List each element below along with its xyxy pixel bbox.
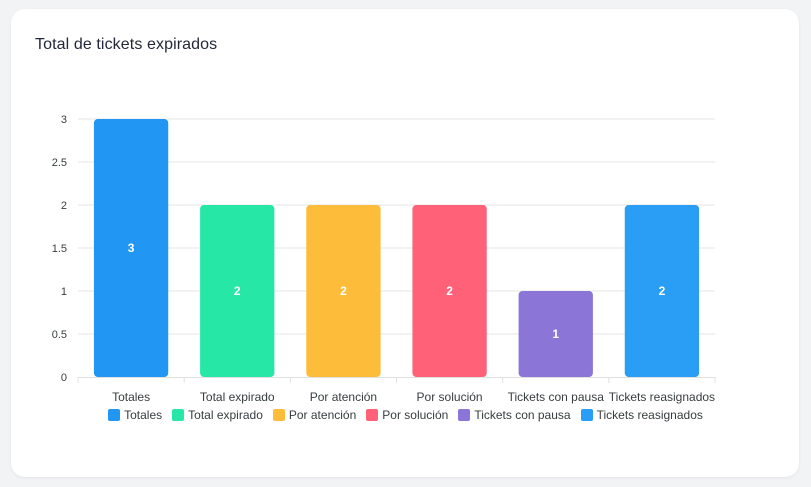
y-tick-label: 2.5 [52, 157, 67, 169]
y-tick-label: 3 [61, 114, 67, 126]
legend-label: Tickets con pausa [474, 408, 571, 422]
bar [200, 205, 275, 377]
legend-label: Por atención [288, 408, 357, 422]
data-label: 3 [128, 241, 135, 255]
chart-title: Total de tickets expirados [35, 36, 218, 53]
legend-item[interactable]: Por solución [366, 408, 448, 422]
x-tick-label: Tickets con pausa [508, 390, 605, 404]
x-tick-label: Totales [112, 390, 150, 404]
y-tick-label: 1.5 [52, 243, 67, 255]
data-label: 1 [552, 327, 559, 341]
legend-item[interactable]: Por atención [272, 408, 357, 422]
y-tick-label: 1 [61, 286, 67, 298]
legend-label: Por solución [382, 408, 449, 422]
legend-label: Tickets reasignados [596, 408, 703, 422]
x-tick-label: Por solución [417, 390, 483, 404]
legend-item[interactable]: Totales [108, 408, 162, 422]
legend-swatch [580, 409, 593, 421]
x-tick-label: Tickets reasignados [609, 390, 715, 404]
legend-label: Total expirado [188, 408, 263, 422]
bar [518, 291, 593, 377]
x-tick-label: Total expirado [200, 390, 275, 404]
chart-legend: Totales Total expirado Por atención Por sol… [0, 408, 811, 422]
legend-swatch [366, 409, 379, 421]
legend-swatch [458, 409, 471, 421]
legend-item[interactable]: Total expirado [172, 408, 263, 422]
bar [412, 205, 487, 377]
legend-swatch [172, 409, 185, 421]
y-tick-label: 2 [61, 200, 67, 212]
bar [93, 119, 169, 377]
data-label: 2 [659, 284, 666, 298]
y-tick-label: 0 [61, 372, 67, 384]
legend-swatch [108, 409, 121, 421]
legend-item[interactable]: Tickets con pausa [458, 408, 571, 422]
legend-label: Totales [124, 408, 163, 422]
x-tick-label: Por atención [310, 390, 377, 404]
data-label: 2 [340, 284, 347, 298]
data-label: 2 [446, 284, 453, 298]
bar [624, 205, 700, 377]
legend-item[interactable]: Tickets reasignados [580, 408, 703, 422]
data-label: 2 [234, 284, 241, 298]
legend-swatch [272, 409, 285, 421]
y-tick-label: 0.5 [52, 329, 67, 341]
bar [306, 205, 381, 377]
